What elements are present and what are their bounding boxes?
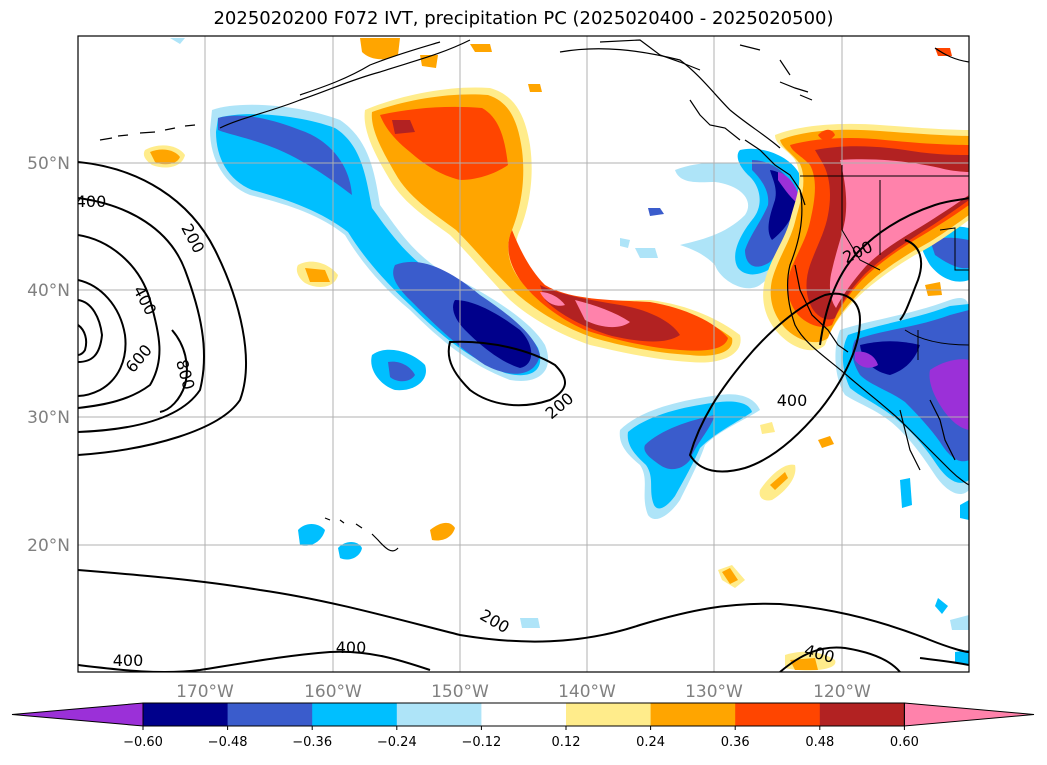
lon-label-170w: 170°W bbox=[176, 682, 234, 702]
colorbar-tick-label: −0.60 bbox=[123, 735, 163, 750]
lon-label-130w: 130°W bbox=[685, 682, 743, 702]
colorbar-tick-label: 0.12 bbox=[552, 735, 581, 750]
lat-label-40: 40°N bbox=[27, 281, 70, 301]
colorbar-tick-label: −0.24 bbox=[377, 735, 417, 750]
contour-label-8: 400 bbox=[777, 391, 808, 410]
ivt-contours bbox=[78, 161, 969, 672]
contour-label-1: 400 bbox=[76, 192, 107, 211]
colorbar-tick-label: 0.48 bbox=[805, 735, 834, 750]
lon-label-140w: 140°W bbox=[558, 682, 616, 702]
graticule bbox=[78, 36, 969, 672]
colorbar-segment bbox=[312, 703, 398, 726]
colorbar-extend-high bbox=[903, 702, 1035, 727]
positive-shading-coast bbox=[143, 38, 969, 671]
colorbar-tick-label: 0.60 bbox=[890, 735, 919, 750]
colorbar-segment bbox=[566, 703, 652, 726]
map-title: 2025020200 F072 IVT, precipitation PC (2… bbox=[213, 8, 834, 29]
lon-label-150w: 150°W bbox=[431, 682, 489, 702]
coastlines bbox=[99, 39, 969, 552]
map-frame bbox=[77, 35, 970, 673]
lon-label-120w: 120°W bbox=[813, 682, 871, 702]
colorbar: −0.60 −0.48 −0.36 −0.24 −0.12 0.12 0.24 0.36 0.4… bbox=[11, 702, 1035, 750]
colorbar-tick-label: 0.24 bbox=[636, 735, 665, 750]
contour-label-10: 400 bbox=[113, 651, 144, 670]
country-borders bbox=[800, 165, 969, 360]
colorbar-segment bbox=[735, 703, 821, 726]
colorbar-segment bbox=[650, 703, 736, 726]
longitude-labels: 170°W 160°W 150°W 140°W 130°W 120°W bbox=[176, 682, 871, 702]
colorbar-segment bbox=[481, 703, 567, 726]
colorbar-tick-label: −0.48 bbox=[208, 735, 248, 750]
lon-label-160w: 160°W bbox=[304, 682, 362, 702]
colorbar-segment bbox=[143, 703, 229, 726]
lat-label-30: 30°N bbox=[27, 408, 70, 428]
colorbar-segment bbox=[227, 703, 313, 726]
lat-label-50: 50°N bbox=[27, 154, 70, 174]
colorbar-tick-label: −0.12 bbox=[461, 735, 501, 750]
map-area: 400 200 400 600 800 200 200 400 400 400 … bbox=[76, 36, 969, 672]
colorbar-extend-low bbox=[11, 702, 144, 727]
positive-shading-atmospheric-river bbox=[364, 87, 741, 363]
colorbar-tick-label: 0.36 bbox=[721, 735, 750, 750]
negative-shading-west bbox=[210, 104, 549, 391]
colorbar-frame bbox=[142, 702, 905, 727]
colorbar-segment bbox=[819, 703, 905, 726]
contour-label-12: 400 bbox=[336, 638, 367, 657]
lat-label-20: 20°N bbox=[27, 536, 70, 556]
colorbar-segment bbox=[396, 703, 482, 726]
latitude-labels: 50°N 40°N 30°N 20°N bbox=[27, 154, 70, 556]
colorbar-tick-label: −0.36 bbox=[292, 735, 332, 750]
